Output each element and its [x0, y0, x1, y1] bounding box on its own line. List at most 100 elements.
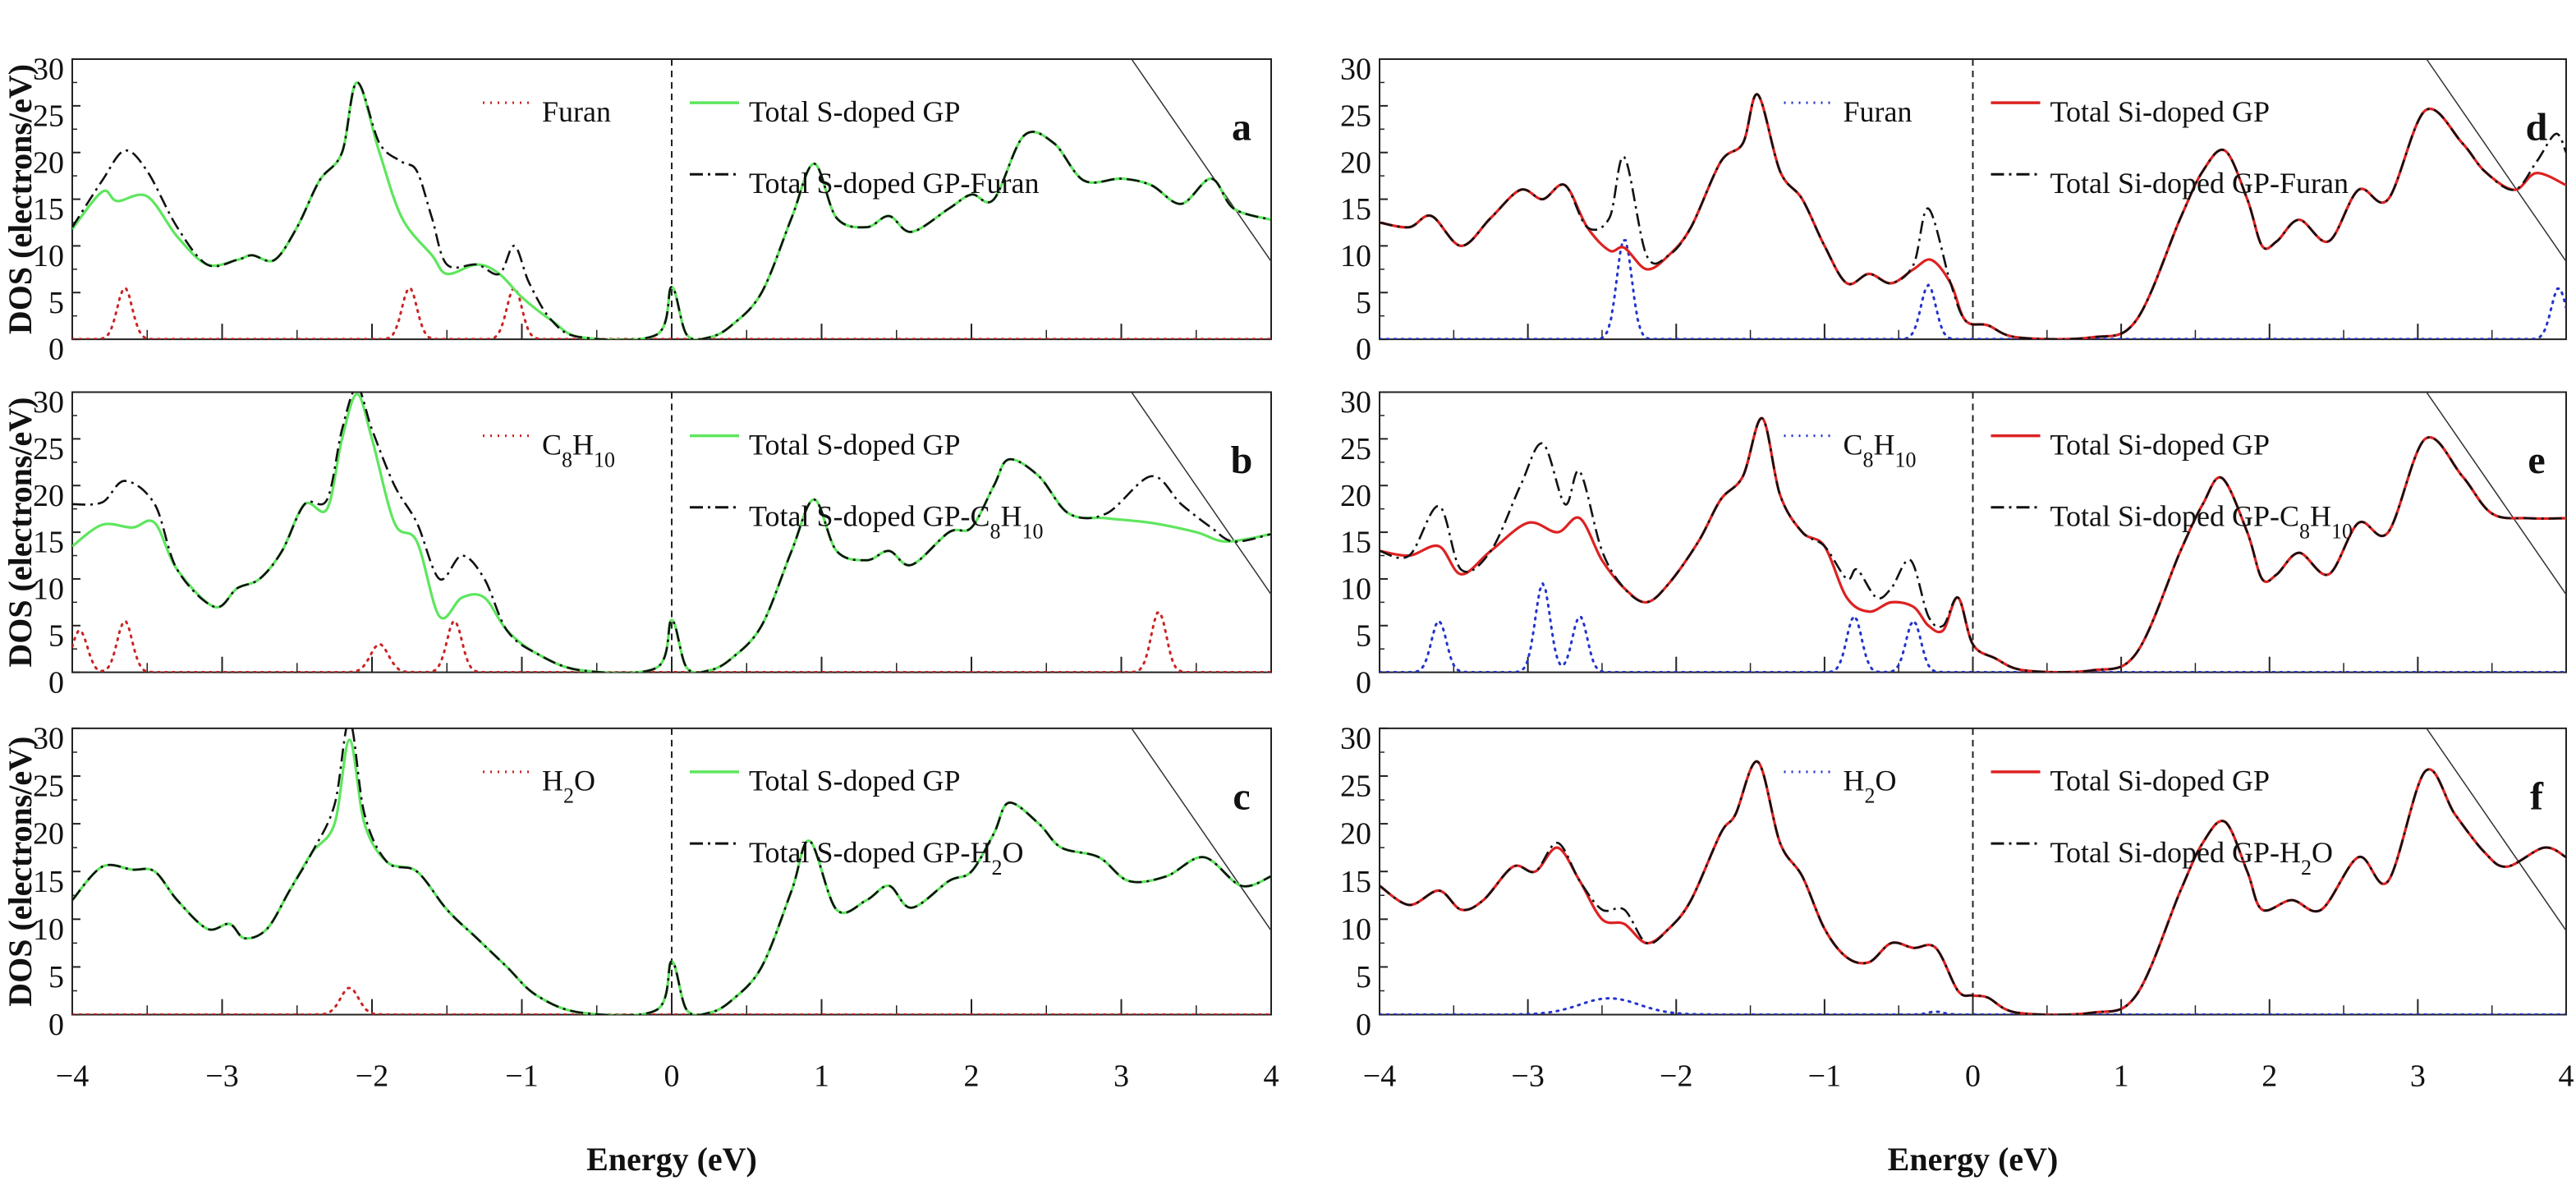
legend-label-adsorbate: Furan	[542, 95, 611, 128]
y-tick-label: 25	[33, 432, 64, 466]
y-tick-label: 0	[48, 333, 64, 367]
corner-diagonal	[1132, 728, 1271, 930]
series-group	[72, 82, 1271, 340]
series-complex-line	[72, 721, 1271, 1016]
y-tick-label: 0	[48, 1008, 64, 1042]
legend-label-total: Total S-doped GP	[749, 95, 960, 128]
panel-letter: d	[2526, 106, 2548, 149]
y-tick-label: 30	[1340, 53, 1371, 87]
series-complex-line	[1380, 94, 2566, 339]
x-tick-label: 0	[1965, 1059, 1981, 1094]
panel-d: 0 5 10 15 20 25 30 Furan Total Si-doped GP Total …	[1340, 53, 2566, 367]
series-group	[1380, 761, 2566, 1015]
legend-label-total: Total S-doped GP	[749, 428, 960, 461]
legend-label-adsorbate: C8H10	[1844, 428, 1917, 471]
y-tick-label: 15	[1340, 192, 1371, 227]
legend-label-total: Total Si-doped GP	[2050, 95, 2270, 128]
x-tick-label: −4	[56, 1059, 89, 1094]
series-group	[1380, 94, 2566, 339]
x-tick-label: 4	[2559, 1059, 2574, 1094]
y-tick-label: 20	[1340, 145, 1371, 180]
y-tick-label: 15	[33, 192, 64, 227]
series-adsorbate-line	[72, 988, 1271, 1014]
panel-letter: c	[1233, 774, 1250, 818]
legend-label-total: Total Si-doped GP	[2050, 428, 2270, 461]
x-tick-label: 2	[2261, 1059, 2277, 1094]
y-tick-label: 0	[1356, 665, 1371, 700]
y-axis-title: DOS (electrons/eV)	[2, 64, 39, 334]
x-tick-label: −4	[1363, 1059, 1396, 1094]
corner-diagonal	[2427, 728, 2566, 930]
series-adsorbate-line	[1380, 999, 2566, 1015]
y-tick-label: 25	[1340, 99, 1371, 133]
y-tick-label: 20	[33, 817, 64, 852]
y-tick-label: 15	[33, 865, 64, 899]
y-axis-title: DOS (electrons/eV)	[2, 397, 39, 667]
corner-diagonal	[1132, 59, 1271, 261]
y-tick-label: 25	[1340, 769, 1371, 804]
legend-label-complex: Total S-doped GP-Furan	[749, 167, 1039, 200]
y-tick-label: 30	[1340, 721, 1371, 756]
y-tick-label: 5	[48, 286, 64, 320]
legend-label-complex: Total S-doped GP-H2O	[749, 836, 1023, 879]
y-tick-label: 15	[1340, 865, 1371, 899]
legend-label-complex: Total S-doped GP-C8H10	[749, 500, 1043, 543]
y-tick-label: 5	[48, 960, 64, 995]
series-group	[72, 721, 1271, 1016]
y-tick-label: 0	[1356, 1008, 1371, 1042]
y-tick-label: 5	[1356, 286, 1371, 320]
series-group	[72, 388, 1271, 673]
y-axis-title: DOS (electrons/eV)	[2, 737, 39, 1007]
corner-diagonal	[2427, 59, 2566, 261]
x-axis-title: Energy (eV)	[586, 1141, 757, 1178]
y-tick-label: 5	[48, 618, 64, 653]
panel-e: 0 5 10 15 20 25 30 C8H10 Total Si-doped GP Total …	[1340, 385, 2566, 700]
series-total-line	[1380, 418, 2566, 672]
y-tick-label: 30	[33, 53, 64, 87]
corner-diagonal	[1132, 393, 1271, 595]
x-tick-label: 2	[964, 1059, 980, 1094]
series-complex-line	[1380, 761, 2566, 1015]
y-tick-label: 20	[33, 479, 64, 513]
legend-label-adsorbate: H2O	[1844, 765, 1897, 808]
series-adsorbate-line	[1380, 241, 2566, 339]
series-complex-line	[1380, 418, 2566, 672]
x-tick-label: 3	[1114, 1059, 1129, 1094]
y-tick-label: 20	[1340, 817, 1371, 852]
y-tick-label: 15	[1340, 526, 1371, 560]
series-adsorbate-line	[72, 289, 1271, 339]
x-axis-title: Energy (eV)	[1888, 1141, 2059, 1178]
panel-f: 0 5 10 15 20 25 30 −4 −3 −2 −1 0 1 2 3 4 H2O Total Si-dop…	[1340, 721, 2574, 1093]
y-tick-label: 10	[1340, 239, 1371, 273]
y-tick-label: 25	[33, 99, 64, 133]
x-tick-label: −3	[205, 1059, 238, 1094]
y-tick-label: 10	[33, 912, 64, 947]
panel-b: 0 5 10 15 20 25 30 C8H10 Total S-doped GP Total S…	[33, 385, 1271, 700]
series-complex-line	[72, 82, 1271, 340]
y-tick-label: 0	[48, 665, 64, 700]
y-tick-label: 10	[1340, 912, 1371, 947]
panel-letter: a	[1232, 106, 1251, 149]
x-tick-label: −2	[356, 1059, 388, 1094]
legend-label-complex: Total Si-doped GP-H2O	[2050, 836, 2333, 879]
x-tick-label: 1	[2114, 1059, 2129, 1094]
panel-letter: e	[2528, 439, 2545, 482]
y-tick-label: 20	[1340, 479, 1371, 513]
y-tick-label: 30	[1340, 385, 1371, 420]
y-tick-label: 5	[1356, 618, 1371, 653]
legend-label-adsorbate: Furan	[1844, 95, 1912, 128]
y-tick-label: 25	[33, 769, 64, 804]
y-tick-label: 25	[1340, 432, 1371, 466]
legend-label-adsorbate: H2O	[542, 765, 595, 808]
panel-letter: f	[2530, 774, 2544, 818]
x-tick-label: −1	[1808, 1059, 1841, 1094]
y-tick-label: 30	[33, 721, 64, 756]
legend-label-total: Total S-doped GP	[749, 765, 960, 797]
series-group	[1380, 418, 2566, 672]
panel-letter: b	[1231, 439, 1253, 482]
x-tick-label: −2	[1660, 1059, 1692, 1094]
y-tick-label: 10	[1340, 572, 1371, 607]
y-tick-label: 5	[1356, 960, 1371, 995]
